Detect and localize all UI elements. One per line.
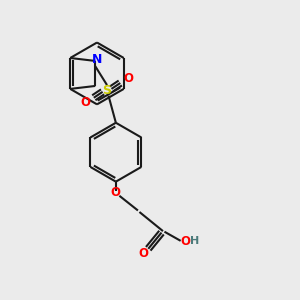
Text: O: O [111, 186, 121, 199]
Text: O: O [180, 235, 190, 248]
Text: H: H [190, 236, 199, 246]
Text: N: N [92, 53, 102, 66]
Text: O: O [81, 96, 91, 109]
Text: S: S [103, 84, 112, 97]
Text: O: O [139, 247, 149, 260]
Text: O: O [123, 72, 133, 85]
